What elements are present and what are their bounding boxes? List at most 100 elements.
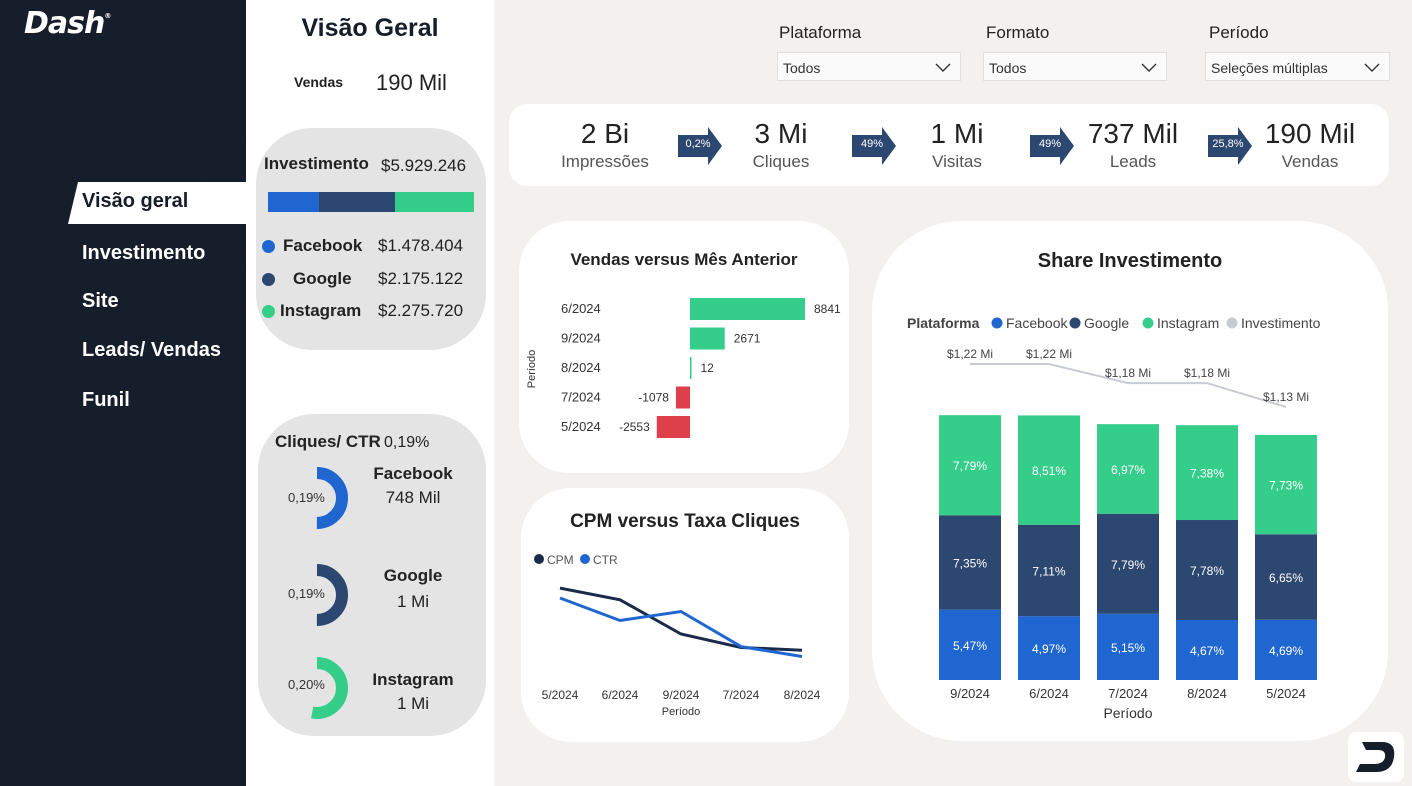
line-ctr xyxy=(559,596,803,658)
funnel-arrow-icon: 49% xyxy=(1030,127,1074,165)
category-label: 6/2024 xyxy=(561,301,601,316)
kpi-cliques: 3 Mi Cliques xyxy=(711,118,851,172)
x-tick-label: 9/2024 xyxy=(663,688,700,702)
ctr-label: Cliques/ CTR xyxy=(275,432,381,451)
legend-dot-instagram xyxy=(1142,317,1154,329)
kpi-value: 190 Mil xyxy=(1264,118,1356,149)
line-data-label: $1,18 Mi xyxy=(1184,366,1230,380)
page-title: Visão Geral xyxy=(301,14,439,42)
bar-6/2024 xyxy=(690,298,805,320)
kpi-label: Vendas xyxy=(1281,152,1339,171)
donut-fill-instagram xyxy=(286,657,348,719)
legend-label: Facebook xyxy=(1006,315,1068,331)
x-tick-label: 5/2024 xyxy=(1266,686,1306,701)
data-label: 7,79% xyxy=(953,459,987,473)
instagram-dot xyxy=(262,304,275,318)
nav-item-leads-vendas[interactable]: Leads/ Vendas xyxy=(82,339,221,361)
nav-item-visao-geral[interactable]: Visão geral xyxy=(82,190,189,212)
kpi-impressoes: 2 Bi Impressões xyxy=(535,118,675,172)
filter-select-periodo[interactable]: Seleções múltiplas xyxy=(1205,52,1390,81)
donut-value-google: 1 Mi xyxy=(396,592,430,611)
bar-google-7/2024 xyxy=(1097,513,1159,614)
donut-value-instagram: 1 Mi xyxy=(396,694,430,713)
ctr-total: 0,19% xyxy=(384,434,430,451)
vendas-label: Vendas xyxy=(294,74,344,90)
platform-name: Facebook xyxy=(283,236,363,255)
share-chart: Plataforma Facebook Google Instagram Investi… xyxy=(907,315,1321,721)
filter-value: Seleções múltiplas xyxy=(1211,60,1328,76)
x-tick-label: 8/2024 xyxy=(784,688,821,702)
x-axis-label: Período xyxy=(1103,705,1152,721)
share-segment-instagram xyxy=(394,192,474,212)
category-label: 9/2024 xyxy=(561,331,601,346)
line-data-label: $1,13 Mi xyxy=(1263,390,1309,404)
kpi-label: Impressões xyxy=(561,152,649,171)
legend-label: CTR xyxy=(593,553,618,567)
nav-item-investimento[interactable]: Investimento xyxy=(82,242,206,264)
funnel-arrow-icon: 0,2% xyxy=(678,127,722,165)
kpi-vendas: 190 Mil Vendas xyxy=(1240,118,1380,172)
funnel-rate: 49% xyxy=(1038,138,1062,150)
bar-5/2024 xyxy=(656,416,690,438)
kpi-visitas: 1 Mi Visitas xyxy=(887,118,1027,172)
investment-row-instagram: Instagram $2.275.720 xyxy=(262,301,463,321)
funnel-rate: 49% xyxy=(860,138,884,150)
data-label: 7,73% xyxy=(1269,479,1303,493)
data-label: 7,11% xyxy=(1032,564,1065,578)
kpi-label: Cliques xyxy=(752,152,810,171)
x-tick-label: 6/2024 xyxy=(1029,686,1069,701)
platform-value: $1.478.404 xyxy=(378,236,464,255)
filter-label-formato: Formato xyxy=(986,23,1050,42)
investment-row-google: Google $2.175.122 xyxy=(262,269,463,289)
funnel-rate: 25,8% xyxy=(1212,138,1244,150)
donut-fill-facebook xyxy=(286,467,348,529)
data-label: 7,35% xyxy=(953,556,987,570)
bar-instagram-8/2024 xyxy=(1176,425,1238,521)
nav-item-funil[interactable]: Funil xyxy=(82,389,130,411)
bar-facebook-8/2024 xyxy=(1176,619,1238,680)
dash-corner-logo xyxy=(1348,732,1404,782)
sidebar-corner xyxy=(196,0,246,182)
bar-google-5/2024 xyxy=(1255,534,1317,620)
bar-8/2024 xyxy=(690,357,692,379)
vendas-chart: Período 6/2024 8841 9/2024 2671 8/2024 12 7/202… xyxy=(526,298,841,438)
kpi-leads: 737 Mil Leads xyxy=(1063,118,1203,172)
vendas-chart-title: Vendas versus Mês Anterior xyxy=(570,250,798,269)
investment-share-bar xyxy=(268,192,474,212)
legend-label: Investimento xyxy=(1241,315,1321,331)
legend-label: Instagram xyxy=(1157,315,1219,331)
data-label: 6,97% xyxy=(1111,463,1145,477)
data-label: 5,15% xyxy=(1111,641,1145,655)
y-axis-label: Período xyxy=(526,350,538,389)
data-label: 12 xyxy=(701,361,715,375)
vendas-value: 190 Mil xyxy=(376,70,447,95)
x-tick-label: 7/2024 xyxy=(723,688,760,702)
bar-google-8/2024 xyxy=(1176,520,1238,620)
donut-fill-google xyxy=(286,564,348,626)
data-label: 8841 xyxy=(814,302,841,316)
nav-item-site[interactable]: Site xyxy=(82,290,119,312)
kpi-value: 2 Bi xyxy=(580,118,630,149)
nav-active-indicator xyxy=(68,182,246,224)
donut-pct-instagram: 0,20% xyxy=(288,677,325,692)
bar-facebook-7/2024 xyxy=(1097,613,1159,680)
category-label: 8/2024 xyxy=(561,360,601,375)
data-label: 6,65% xyxy=(1269,571,1303,585)
legend-dot-ctr xyxy=(580,554,590,564)
bar-9/2024 xyxy=(690,327,725,350)
donut-name-facebook: Facebook xyxy=(373,464,453,483)
bar-instagram-6/2024 xyxy=(1018,415,1080,525)
legend-dot-investimento xyxy=(1226,317,1238,329)
data-label: 7,79% xyxy=(1111,558,1145,572)
platform-name: Google xyxy=(293,269,352,288)
filter-select-formato[interactable]: Todos xyxy=(983,52,1167,81)
category-label: 7/2024 xyxy=(561,390,601,405)
platform-value: $2.175.122 xyxy=(378,269,464,288)
investment-total: $5.929.246 xyxy=(381,156,467,175)
line-investimento xyxy=(970,363,1287,408)
kpi-label: Leads xyxy=(1109,152,1157,171)
line-data-label: $1,22 Mi xyxy=(1026,347,1072,361)
data-label: 4,69% xyxy=(1269,644,1303,658)
donut-name-instagram: Instagram xyxy=(372,670,454,689)
filter-select-plataforma[interactable]: Todos xyxy=(777,52,961,81)
